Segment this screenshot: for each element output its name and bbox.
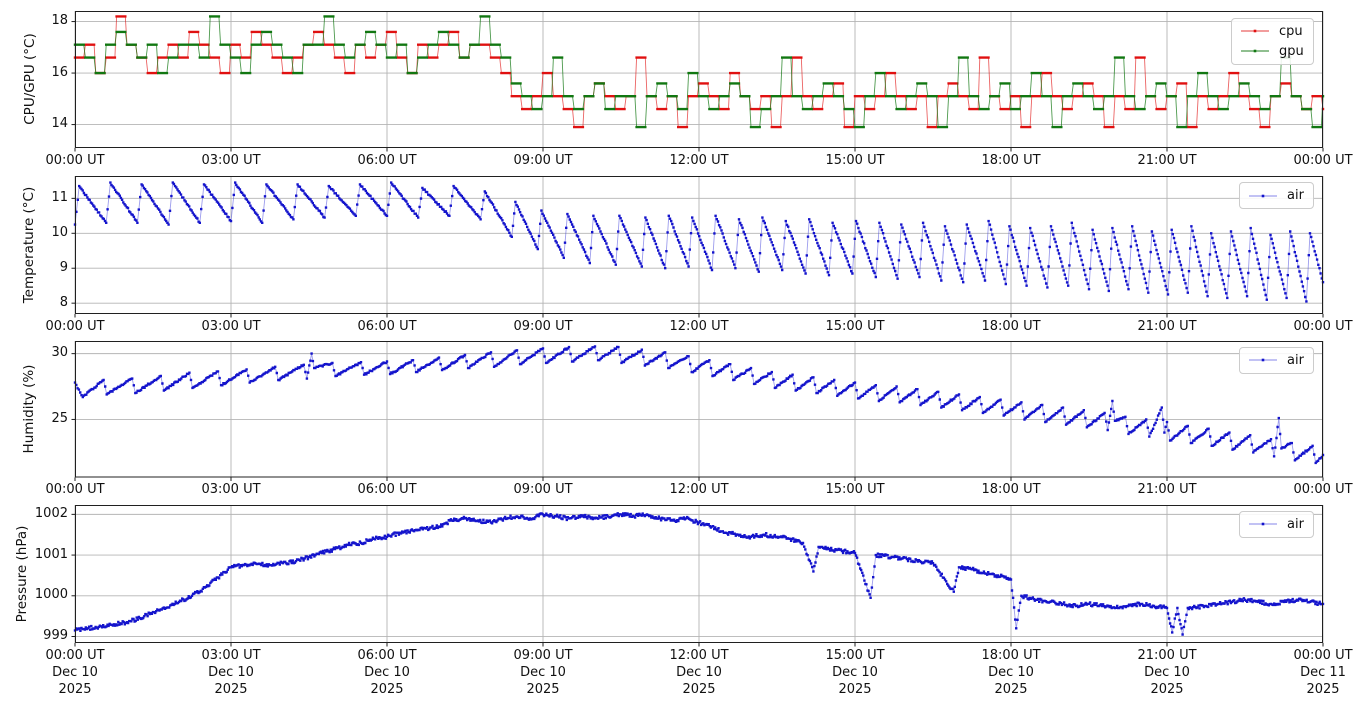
x-tick-label: 21:00 UT xyxy=(1137,152,1197,168)
x-tick-label: 15:00 UT xyxy=(825,319,885,334)
x-tick-year: 2025 xyxy=(1150,681,1184,697)
legend-marker-gpu xyxy=(1241,49,1269,53)
x-tick-label: 06:00 UT xyxy=(357,152,417,168)
x-tick-date: Dec 11 xyxy=(1300,664,1346,680)
x-tick-label: 15:00 UT xyxy=(825,152,885,168)
x-tick-label: 18:00 UT xyxy=(981,647,1041,663)
x-tick-label: 00:00 UT xyxy=(1293,152,1353,168)
x-tick-year: 2025 xyxy=(370,681,404,697)
y-tick-label: 18 xyxy=(51,13,68,29)
legend-label: air xyxy=(1287,188,1304,203)
x-tick-label: 18:00 UT xyxy=(981,482,1041,497)
y-tick-label: 30 xyxy=(51,345,68,361)
y-tick-label: 10 xyxy=(51,225,68,241)
x-tick-date: Dec 10 xyxy=(1144,664,1190,680)
x-tick-label: 00:00 UT xyxy=(45,152,105,168)
plot-area-0 xyxy=(71,10,1325,151)
x-tick-year: 2025 xyxy=(214,681,248,697)
y-tick-label: 1002 xyxy=(34,505,68,521)
x-tick-label: 18:00 UT xyxy=(981,152,1041,168)
legend-entry-air: air xyxy=(1247,351,1304,370)
legend-entry-air: air xyxy=(1247,186,1304,205)
y-axis-label-pressure: Pressure (hPa) xyxy=(14,525,30,622)
x-tick-label: 00:00 UT xyxy=(1293,647,1353,663)
x-tick-date: Dec 10 xyxy=(364,664,410,680)
x-tick-label: 12:00 UT xyxy=(669,647,729,663)
x-tick-date: Dec 10 xyxy=(988,664,1034,680)
x-tick-label: 09:00 UT xyxy=(513,152,573,168)
x-tick-label: 00:00 UT xyxy=(45,647,105,663)
x-tick-label: 03:00 UT xyxy=(201,152,261,168)
legend-marker-air xyxy=(1249,194,1277,197)
legend: air xyxy=(1239,182,1314,209)
x-tick-label: 15:00 UT xyxy=(825,482,885,497)
x-tick-year: 2025 xyxy=(1306,681,1340,697)
x-tick-year: 2025 xyxy=(682,681,716,697)
legend: air xyxy=(1239,346,1314,374)
legend-label: cpu xyxy=(1279,23,1303,39)
y-tick-label: 16 xyxy=(51,64,68,80)
legend-marker-air xyxy=(1249,358,1277,362)
x-tick-date: Dec 10 xyxy=(520,664,566,680)
legend-marker-cpu xyxy=(1241,29,1269,33)
x-tick-label: 09:00 UT xyxy=(513,319,573,334)
x-tick-label: 06:00 UT xyxy=(357,319,417,334)
x-tick-label: 00:00 UT xyxy=(45,482,105,497)
legend-label: air xyxy=(1287,352,1304,368)
x-tick-date: Dec 10 xyxy=(52,664,98,680)
x-tick-date: Dec 10 xyxy=(208,664,254,680)
axes-spine xyxy=(75,176,1323,314)
y-tick-label: 14 xyxy=(51,116,68,132)
plot-area-3 xyxy=(71,504,1325,646)
x-tick-year: 2025 xyxy=(994,681,1028,697)
y-tick-label: 8 xyxy=(59,295,68,311)
y-axis-label-humidity: Humidity (%) xyxy=(21,364,37,454)
legend-entry-gpu: gpu xyxy=(1239,42,1304,61)
x-tick-label: 09:00 UT xyxy=(513,647,573,663)
plot-area-1 xyxy=(71,176,1325,318)
y-tick-label: 9 xyxy=(59,260,68,276)
y-tick-label: 1000 xyxy=(34,587,68,603)
x-tick-label: 12:00 UT xyxy=(669,152,729,168)
x-tick-label: 21:00 UT xyxy=(1137,647,1197,663)
x-tick-label: 12:00 UT xyxy=(669,319,729,334)
x-tick-year: 2025 xyxy=(526,681,560,697)
legend-marker-air xyxy=(1249,522,1277,526)
plot-area-2 xyxy=(71,340,1325,481)
x-tick-label: 06:00 UT xyxy=(357,482,417,497)
x-tick-label: 15:00 UT xyxy=(825,647,885,663)
x-tick-date: Dec 10 xyxy=(832,664,878,680)
legend: air xyxy=(1239,510,1314,538)
x-tick-label: 06:00 UT xyxy=(357,647,417,663)
x-tick-label: 12:00 UT xyxy=(669,482,729,497)
x-tick-date: Dec 10 xyxy=(676,664,722,680)
axes-spine xyxy=(75,504,1323,643)
axes-spine xyxy=(75,340,1323,477)
axes-spine xyxy=(75,10,1323,148)
legend-label: gpu xyxy=(1279,43,1304,59)
x-tick-label: 00:00 UT xyxy=(45,319,105,334)
y-tick-label: 11 xyxy=(51,190,68,206)
legend-entry-cpu: cpu xyxy=(1239,22,1304,41)
legend-entry-air: air xyxy=(1247,515,1304,534)
x-tick-label: 21:00 UT xyxy=(1137,482,1197,497)
x-tick-label: 18:00 UT xyxy=(981,319,1041,334)
x-tick-label: 21:00 UT xyxy=(1137,319,1197,334)
y-tick-label: 999 xyxy=(43,627,68,643)
x-tick-label: 03:00 UT xyxy=(201,482,261,497)
x-tick-label: 00:00 UT xyxy=(1293,482,1353,497)
x-tick-label: 03:00 UT xyxy=(201,319,261,334)
y-tick-label: 25 xyxy=(51,410,68,426)
x-tick-label: 00:00 UT xyxy=(1293,319,1353,334)
legend: cpu gpu xyxy=(1231,17,1314,65)
x-tick-year: 2025 xyxy=(58,681,92,697)
x-tick-year: 2025 xyxy=(838,681,872,697)
x-tick-label: 03:00 UT xyxy=(201,647,261,663)
x-tick-label: 09:00 UT xyxy=(513,482,573,497)
legend-label: air xyxy=(1287,516,1304,532)
y-tick-label: 1001 xyxy=(34,546,68,562)
